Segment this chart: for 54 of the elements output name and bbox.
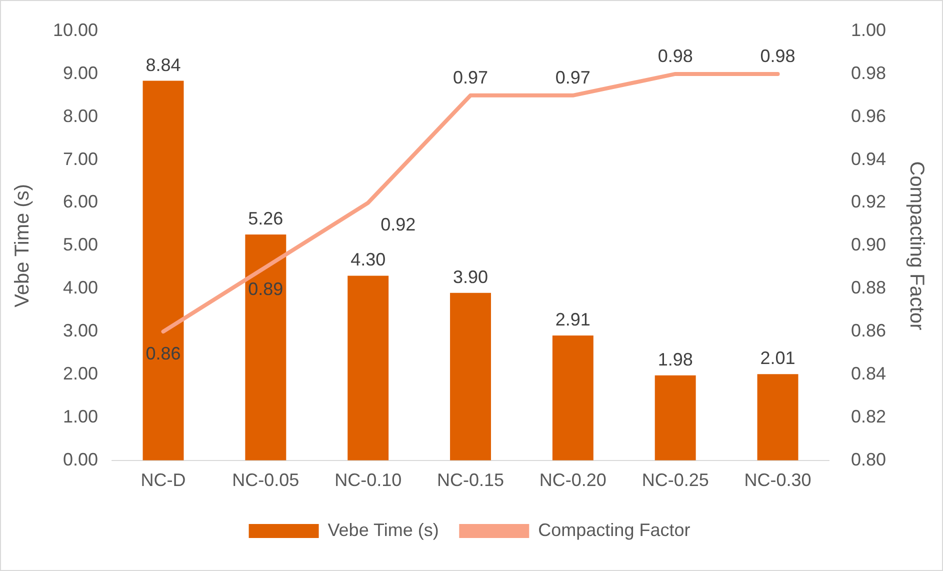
y2-tick-label: 0.84: [850, 363, 886, 384]
y2-tick-label: 0.86: [850, 320, 886, 341]
data-label: 3.90: [452, 266, 488, 287]
data-label: 4.30: [350, 250, 386, 270]
data-label: 0.98: [658, 46, 693, 66]
y-tick-label: 3.00: [62, 320, 98, 341]
x-tick-label: NC-0.25: [642, 470, 709, 490]
x-tick-label: NC-0.30: [744, 470, 812, 490]
y-tick-label: 5.00: [62, 234, 98, 255]
y2-axis-title: Compacting Factor: [905, 161, 928, 331]
y2-tick-label: 0.82: [850, 406, 886, 426]
data-label: 1.98: [658, 349, 693, 370]
data-label: 0.92: [380, 214, 416, 235]
bar: [142, 80, 184, 460]
data-label: 0.97: [555, 67, 590, 88]
y-tick-label: 8.00: [62, 106, 98, 126]
y-tick-label: 2.00: [62, 363, 98, 384]
y2-tick-label: 0.90: [850, 234, 886, 255]
y2-tick-label: 0.98: [850, 62, 886, 83]
data-label: 2.01: [760, 348, 796, 368]
bar: [552, 335, 594, 460]
y-tick-label: 7.00: [62, 148, 98, 169]
data-label: 0.86: [146, 344, 181, 364]
y2-tick-label: 0.92: [850, 192, 886, 212]
y2-tick-label: 0.80: [850, 449, 886, 470]
y2-tick-label: 0.96: [850, 106, 886, 126]
bar: [245, 234, 286, 460]
y-tick-label: 4.00: [62, 278, 98, 298]
data-label: 2.91: [555, 309, 590, 330]
data-label: 0.98: [760, 46, 796, 66]
y2-tick-label: 0.88: [850, 278, 886, 298]
y-tick-label: 0.00: [62, 449, 98, 470]
legend-label: Compacting Factor: [538, 520, 690, 540]
legend-label: Vebe Time (s): [328, 520, 439, 540]
y-tick-label: 9.00: [62, 62, 98, 83]
y-tick-label: 6.00: [62, 192, 98, 212]
y-tick-label: 1.00: [62, 406, 98, 426]
data-label: 8.84: [146, 54, 181, 75]
data-label: 5.26: [248, 208, 284, 229]
x-tick-label: NC-0.15: [436, 470, 504, 490]
data-label: 0.89: [248, 279, 284, 300]
bar: [757, 374, 798, 460]
bar: [654, 375, 696, 460]
y2-tick-label: 1.00: [850, 20, 886, 40]
bar: [450, 292, 491, 460]
y-tick-label: 10.00: [52, 20, 98, 40]
y2-tick-label: 0.94: [850, 148, 886, 169]
x-tick-label: NC-D: [140, 470, 186, 490]
bar: [348, 276, 389, 460]
y-axis-title: Vebe Time (s): [12, 184, 34, 308]
x-tick-label: NC-0.10: [334, 470, 402, 490]
x-tick-label: NC-0.05: [232, 470, 300, 490]
data-label: 0.97: [452, 67, 488, 88]
x-tick-label: NC-0.20: [539, 470, 606, 490]
